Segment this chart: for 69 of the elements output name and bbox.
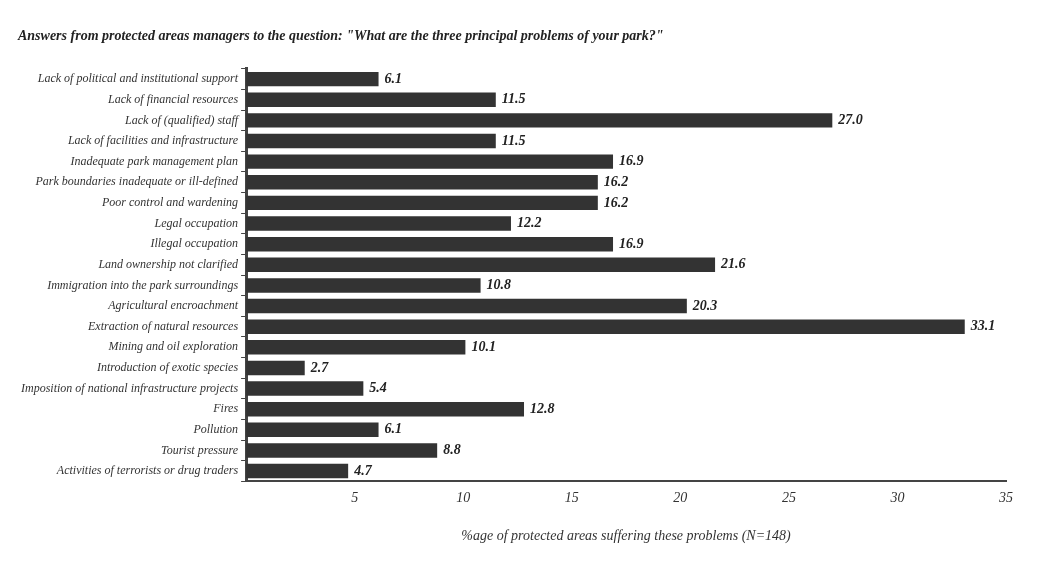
data-label: 10.1 <box>471 338 496 354</box>
data-label: 21.6 <box>720 256 746 272</box>
bar <box>246 319 965 334</box>
y-tick-label: Immigration into the park surroundings <box>46 277 239 292</box>
x-tick-label: 10 <box>456 490 471 506</box>
data-label: 11.5 <box>501 132 526 148</box>
bar <box>246 236 614 252</box>
y-tick-label: Lack of political and institutional support <box>36 71 239 86</box>
y-tick-label: Extraction of natural resources <box>87 318 239 333</box>
y-tick-label: Pollution <box>192 421 239 436</box>
x-tick-label: 20 <box>673 490 688 506</box>
bar <box>246 257 716 273</box>
bar <box>246 216 511 231</box>
bar <box>246 401 525 417</box>
data-label: 6.1 <box>384 70 403 86</box>
bar <box>246 422 379 438</box>
data-label: 10.8 <box>486 277 512 293</box>
y-tick-label: Illegal occupation <box>149 236 239 251</box>
bar <box>246 71 379 87</box>
bar <box>246 278 481 293</box>
data-label: 16.2 <box>603 173 629 189</box>
x-tick-label: 35 <box>998 490 1013 506</box>
data-label: 11.5 <box>501 91 526 107</box>
y-tick-label: Inadequate park management plan <box>69 153 239 168</box>
data-label: 8.8 <box>443 442 461 458</box>
y-tick-label: Activities of terrorists or drug traders <box>55 463 239 478</box>
bar <box>246 298 687 314</box>
bar <box>246 175 598 190</box>
y-tick-label: Land ownership not clarified <box>97 256 240 271</box>
chart-title: Answers from protected areas managers to the question: "What are the three principal problems of your park?" <box>17 28 664 44</box>
bar <box>246 381 364 396</box>
data-label: 27.0 <box>837 111 863 127</box>
data-label: 16.2 <box>603 194 629 210</box>
y-tick-label: Tourist pressure <box>161 442 239 457</box>
data-label: 12.8 <box>530 400 555 416</box>
bar <box>246 340 466 355</box>
y-tick-label: Lack of facilities and infrastructure <box>66 133 239 148</box>
bar <box>246 443 438 458</box>
bar <box>246 113 833 128</box>
data-label: 16.9 <box>619 153 644 169</box>
y-tick-label: Lack of financial resources <box>107 91 239 106</box>
y-tick-label: Agricultural encroachment <box>107 298 239 313</box>
data-label: 20.3 <box>691 297 718 313</box>
bar <box>246 154 614 169</box>
bar <box>246 463 349 479</box>
y-tick-label: Lack of (qualified) staff <box>124 112 240 127</box>
y-tick-label: Legal occupation <box>153 215 239 230</box>
bar <box>246 195 598 211</box>
data-label: 2.7 <box>309 359 330 375</box>
data-label: 16.9 <box>619 235 644 251</box>
y-tick-label: Imposition of national infrastructure projects <box>20 380 239 395</box>
bar <box>246 92 496 107</box>
x-axis-title: %age of protected areas suffering these problems (N=148) <box>461 528 792 545</box>
x-tick-label: 25 <box>781 490 796 506</box>
data-label: 4.7 <box>353 462 373 478</box>
data-label: 5.4 <box>369 380 387 396</box>
x-tick-label: 30 <box>889 490 905 506</box>
y-tick-label: Introduction of exotic species <box>95 360 239 375</box>
y-tick-label: Mining and oil exploration <box>107 339 239 354</box>
data-label: 6.1 <box>384 421 403 437</box>
data-label: 33.1 <box>969 318 996 334</box>
y-tick-label: Poor control and wardening <box>101 195 239 210</box>
y-tick-label: Fires <box>212 401 239 416</box>
y-tick-label: Park boundaries inadequate or ill-defined <box>34 174 240 189</box>
bar <box>246 133 496 149</box>
x-tick-label: 15 <box>564 490 579 506</box>
data-label: 12.2 <box>516 215 542 231</box>
x-tick-label: 5 <box>351 490 359 506</box>
bar <box>246 360 305 376</box>
